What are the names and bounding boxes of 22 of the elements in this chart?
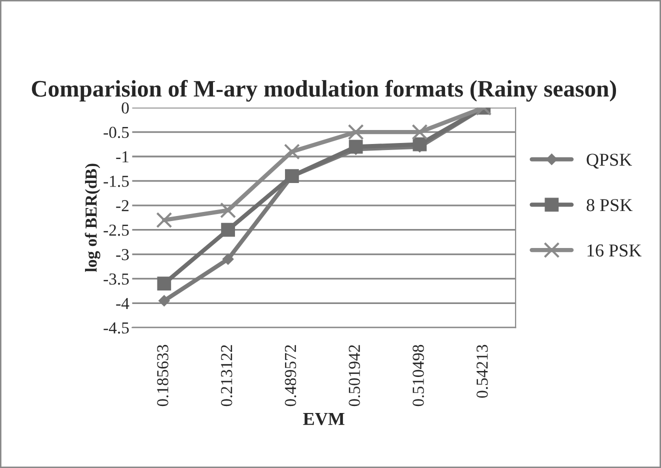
y-tick-label: 0 bbox=[122, 102, 129, 114]
y-axis-title: log of BER(dB) bbox=[84, 164, 100, 272]
y-tick-label: -1 bbox=[116, 151, 128, 162]
x-tick-label: 0.501942 bbox=[348, 345, 360, 406]
legend-label: 8 PSK bbox=[586, 199, 632, 212]
x-tick-label: 0.185633 bbox=[157, 344, 168, 406]
y-tick-label: -4.5 bbox=[104, 322, 129, 334]
x-tick-label: 0.54213 bbox=[476, 344, 488, 398]
chart-title: Comparision of M-ary modulation formats (Rainy season) bbox=[32, 80, 616, 102]
y-tick-label: -3 bbox=[116, 249, 129, 260]
x-tick-label: 0.510498 bbox=[412, 344, 424, 406]
x-tick-label: 0.213122 bbox=[220, 345, 232, 406]
legend-label: 16 PSK bbox=[588, 244, 642, 257]
y-tick-label: -0.5 bbox=[104, 126, 129, 138]
y-tick-label: -2 bbox=[116, 200, 129, 212]
legend-label: QPSK bbox=[586, 154, 632, 169]
y-tick-label: -4 bbox=[116, 298, 130, 309]
x-axis-title: EVM bbox=[303, 413, 344, 426]
x-tick-label: 0.489572 bbox=[284, 345, 296, 406]
y-tick-label: -2.5 bbox=[104, 224, 129, 236]
y-tick-label: -1.5 bbox=[104, 176, 129, 187]
y-tick-label: -3.5 bbox=[104, 273, 129, 285]
